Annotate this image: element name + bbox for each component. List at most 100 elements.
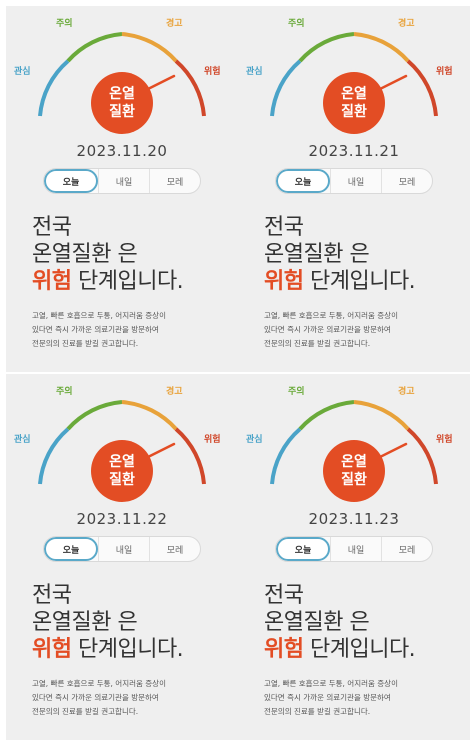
headline-line3: 위험 단계입니다. xyxy=(264,636,416,663)
headline-line3-rest: 단계입니다. xyxy=(303,637,416,662)
headline-line2: 온열질환 은 xyxy=(264,610,370,635)
risk-level-word: 위험 xyxy=(32,269,72,294)
badge-line1: 온열 xyxy=(109,86,135,102)
tab-tomorrow[interactable]: 내일 xyxy=(98,537,149,561)
headline-line3: 위험 단계입니다. xyxy=(32,636,184,663)
level-warning-label: 경고 xyxy=(166,19,183,29)
risk-level-word: 위험 xyxy=(264,637,304,662)
risk-gauge: 관심 주의 경고 위험 온열 질환 xyxy=(6,6,238,146)
heat-illness-badge: 온열 질환 xyxy=(323,440,385,502)
forecast-date: 2023.11.23 xyxy=(308,510,400,528)
day-tabs: 오늘 내일 모레 xyxy=(275,168,433,194)
level-warning-label: 경고 xyxy=(398,387,415,397)
tab-today[interactable]: 오늘 xyxy=(276,537,330,561)
level-interest-label: 관심 xyxy=(14,67,31,77)
headline-line3: 위험 단계입니다. xyxy=(264,268,416,295)
advice-line2: 있다면 즉시 가까운 의료기관을 방문하여 xyxy=(32,693,159,702)
gauge-arc xyxy=(38,32,206,117)
forecast-panel-3: 관심 주의 경고 위험 온열 질환 2023.11.22 오늘 내일 모레 전국… xyxy=(6,374,238,740)
tab-tomorrow[interactable]: 내일 xyxy=(330,169,381,193)
gauge-arc xyxy=(270,32,438,117)
advice-text: 고열, 빠른 호흡으로 두통, 어지러움 증상이 있다면 즉시 가까운 의료기관… xyxy=(32,677,238,719)
badge-line2: 질환 xyxy=(341,104,367,120)
level-danger-label: 위험 xyxy=(204,435,221,445)
tab-tomorrow[interactable]: 내일 xyxy=(330,537,381,561)
headline-line1: 전국 xyxy=(32,215,72,240)
heat-illness-badge: 온열 질환 xyxy=(91,72,153,134)
headline-line1: 전국 xyxy=(264,583,304,608)
day-tabs: 오늘 내일 모레 xyxy=(43,168,201,194)
headline-line2: 온열질환 은 xyxy=(32,242,138,267)
tab-today[interactable]: 오늘 xyxy=(44,169,98,193)
level-interest-label: 관심 xyxy=(246,435,263,445)
heat-illness-badge: 온열 질환 xyxy=(323,72,385,134)
advice-line3: 전문의의 진료를 받길 권고합니다. xyxy=(264,339,371,348)
advice-text: 고열, 빠른 호흡으로 두통, 어지러움 증상이 있다면 즉시 가까운 의료기관… xyxy=(32,309,238,351)
risk-level-word: 위험 xyxy=(32,637,72,662)
headline-line2: 온열질환 은 xyxy=(264,242,370,267)
advice-text: 고열, 빠른 호흡으로 두통, 어지러움 증상이 있다면 즉시 가까운 의료기관… xyxy=(264,677,470,719)
day-tabs: 오늘 내일 모레 xyxy=(275,536,433,562)
tab-day-after[interactable]: 모레 xyxy=(381,169,432,193)
badge-line2: 질환 xyxy=(109,472,135,488)
level-caution-label: 주의 xyxy=(288,387,305,397)
risk-gauge: 관심 주의 경고 위험 온열 질환 xyxy=(238,6,470,146)
headline-line1: 전국 xyxy=(32,583,72,608)
headline-line3-rest: 단계입니다. xyxy=(303,269,416,294)
status-headline: 전국 온열질환 은 위험 단계입니다. xyxy=(32,582,184,663)
level-danger-label: 위험 xyxy=(436,435,453,445)
tab-today[interactable]: 오늘 xyxy=(44,537,98,561)
advice-line1: 고열, 빠른 호흡으로 두통, 어지러움 증상이 xyxy=(264,679,398,688)
tab-day-after[interactable]: 모레 xyxy=(381,537,432,561)
badge-line2: 질환 xyxy=(109,104,135,120)
advice-line1: 고열, 빠른 호흡으로 두통, 어지러움 증상이 xyxy=(264,311,398,320)
headline-line1: 전국 xyxy=(264,215,304,240)
status-headline: 전국 온열질환 은 위험 단계입니다. xyxy=(264,214,416,295)
forecast-panel-2: 관심 주의 경고 위험 온열 질환 2023.11.21 오늘 내일 모레 전국… xyxy=(238,6,470,372)
badge-line1: 온열 xyxy=(109,454,135,470)
advice-text: 고열, 빠른 호흡으로 두통, 어지러움 증상이 있다면 즉시 가까운 의료기관… xyxy=(264,309,470,351)
gauge-arc xyxy=(38,400,206,485)
forecast-date: 2023.11.22 xyxy=(76,510,168,528)
tab-tomorrow[interactable]: 내일 xyxy=(98,169,149,193)
advice-line3: 전문의의 진료를 받길 권고합니다. xyxy=(264,707,371,716)
tab-day-after[interactable]: 모레 xyxy=(149,169,200,193)
level-caution-label: 주의 xyxy=(288,19,305,29)
advice-line2: 있다면 즉시 가까운 의료기관을 방문하여 xyxy=(32,325,159,334)
headline-line3-rest: 단계입니다. xyxy=(71,637,184,662)
level-warning-label: 경고 xyxy=(398,19,415,29)
forecast-date: 2023.11.20 xyxy=(76,142,168,160)
status-headline: 전국 온열질환 은 위험 단계입니다. xyxy=(32,214,184,295)
headline-line2: 온열질환 은 xyxy=(32,610,138,635)
badge-line1: 온열 xyxy=(341,86,367,102)
level-danger-label: 위험 xyxy=(204,67,221,77)
day-tabs: 오늘 내일 모레 xyxy=(43,536,201,562)
risk-gauge: 관심 주의 경고 위험 온열 질환 xyxy=(238,374,470,514)
level-caution-label: 주의 xyxy=(56,19,73,29)
headline-line3: 위험 단계입니다. xyxy=(32,268,184,295)
advice-line2: 있다면 즉시 가까운 의료기관을 방문하여 xyxy=(264,325,391,334)
advice-line2: 있다면 즉시 가까운 의료기관을 방문하여 xyxy=(264,693,391,702)
advice-line1: 고열, 빠른 호흡으로 두통, 어지러움 증상이 xyxy=(32,679,166,688)
level-caution-label: 주의 xyxy=(56,387,73,397)
advice-line1: 고열, 빠른 호흡으로 두통, 어지러움 증상이 xyxy=(32,311,166,320)
level-interest-label: 관심 xyxy=(14,435,31,445)
forecast-panel-4: 관심 주의 경고 위험 온열 질환 2023.11.23 오늘 내일 모레 전국… xyxy=(238,374,470,740)
badge-line1: 온열 xyxy=(341,454,367,470)
advice-line3: 전문의의 진료를 받길 권고합니다. xyxy=(32,339,139,348)
gauge-arc xyxy=(270,400,438,485)
tab-today[interactable]: 오늘 xyxy=(276,169,330,193)
forecast-date: 2023.11.21 xyxy=(308,142,400,160)
risk-gauge: 관심 주의 경고 위험 온열 질환 xyxy=(6,374,238,514)
advice-line3: 전문의의 진료를 받길 권고합니다. xyxy=(32,707,139,716)
level-interest-label: 관심 xyxy=(246,67,263,77)
level-warning-label: 경고 xyxy=(166,387,183,397)
heat-illness-badge: 온열 질환 xyxy=(91,440,153,502)
risk-level-word: 위험 xyxy=(264,269,304,294)
headline-line3-rest: 단계입니다. xyxy=(71,269,184,294)
badge-line2: 질환 xyxy=(341,472,367,488)
status-headline: 전국 온열질환 은 위험 단계입니다. xyxy=(264,582,416,663)
tab-day-after[interactable]: 모레 xyxy=(149,537,200,561)
level-danger-label: 위험 xyxy=(436,67,453,77)
forecast-panel-1: 관심 주의 경고 위험 온열 질환 2023.11.20 오늘 내일 모레 전국… xyxy=(6,6,238,372)
